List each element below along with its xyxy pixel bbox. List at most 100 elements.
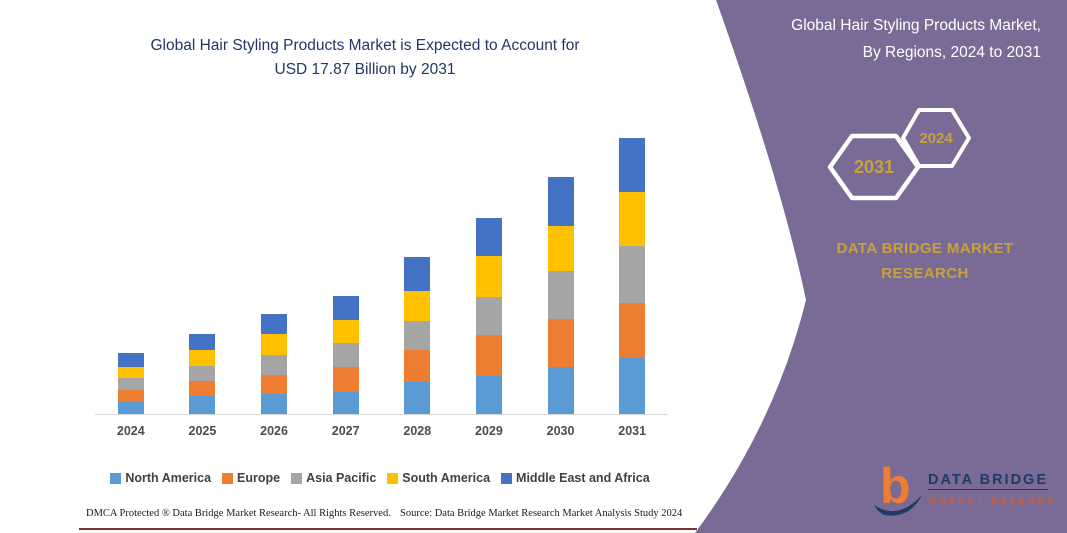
bar-segment-2031-asia-pacific [619, 246, 646, 304]
stacked-bar-2031 [619, 137, 646, 414]
bar-segment-2026-asia-pacific [261, 354, 288, 375]
x-tick-2024: 2024 [116, 424, 145, 438]
bar-segment-2024-south-america [117, 367, 144, 378]
stacked-bar-2030 [547, 176, 574, 414]
legend-label: North America [125, 471, 212, 485]
stacked-bar-2026 [261, 313, 288, 414]
x-tick-2028: 2028 [403, 424, 432, 438]
bar-segment-2028-south-america [404, 290, 431, 321]
side-panel-shape [695, 0, 1067, 533]
x-tick-2030: 2030 [546, 424, 575, 438]
chart-title-line2: USD 17.87 Billion by 2031 [274, 61, 456, 78]
bar-segment-2030-middle-east-and-africa [547, 176, 574, 227]
badge-year-2031: 2031 [854, 157, 894, 177]
brand-line2: RESEARCH [881, 265, 969, 282]
bar-segment-2024-north-america [117, 402, 144, 414]
x-axis-labels: 2024 2025 2026 2027 2028 2029 2030 2031 [95, 424, 668, 438]
bar-segment-2031-south-america [619, 192, 646, 247]
legend-label: Middle East and Africa [516, 471, 650, 485]
chart-title-line1: Global Hair Styling Products Market is E… [150, 37, 580, 54]
bar-segment-2028-north-america [404, 381, 431, 414]
stacked-bar-2024 [117, 353, 144, 414]
bar-segment-2025-south-america [189, 349, 216, 367]
bar-slot-2030 [525, 119, 597, 414]
bar-segment-2027-south-america [332, 319, 359, 344]
bar-segment-2027-asia-pacific [332, 343, 359, 367]
bar-segment-2030-north-america [547, 366, 574, 414]
dbmr-logo-mark: b [874, 458, 922, 516]
bar-segment-2026-middle-east-and-africa [261, 313, 288, 335]
bar-slot-2027 [310, 119, 382, 414]
bar-segment-2026-north-america [261, 393, 288, 414]
bar-segment-2026-south-america [261, 334, 288, 355]
bar-segment-2028-asia-pacific [404, 320, 431, 350]
logo-name-bottom: MARKET RESEARCH [929, 495, 1057, 505]
logo-name-top: DATA BRIDGE [928, 472, 1048, 488]
bar-segment-2025-north-america [189, 396, 216, 414]
bar-segment-2029-north-america [475, 376, 502, 414]
bar-segment-2030-south-america [547, 226, 574, 272]
legend-label: Asia Pacific [306, 471, 377, 485]
side-panel-title: Global Hair Styling Products Market, By … [711, 12, 1041, 66]
chart-title: Global Hair Styling Products Market is E… [60, 34, 670, 82]
bar-segment-2027-europe [332, 366, 359, 393]
hexagon-badge-2031: 2031 [827, 133, 921, 201]
bar-slot-2031 [596, 119, 668, 414]
bar-segment-2031-middle-east-and-africa [619, 137, 646, 193]
bar-segment-2029-asia-pacific [475, 296, 502, 335]
bar-slot-2024 [95, 119, 167, 414]
bar-segment-2027-middle-east-and-africa [332, 295, 359, 320]
legend-swatch [291, 472, 303, 484]
legend-item-north-america: North America [110, 471, 211, 485]
brand-line1: DATA BRIDGE MARKET [836, 240, 1014, 257]
x-tick-2031: 2031 [618, 424, 647, 438]
legend-item-asia-pacific: Asia Pacific [291, 471, 376, 485]
year-badges: 2024 2031 [827, 108, 971, 201]
bar-segment-2025-asia-pacific [189, 366, 216, 382]
bar-segment-2030-europe [547, 319, 574, 367]
stacked-bar-2025 [189, 334, 216, 414]
stacked-bar-2029 [475, 217, 502, 414]
bar-segment-2025-middle-east-and-africa [189, 334, 216, 350]
legend: North America Europe Asia Pacific South Ame… [80, 471, 680, 485]
x-tick-2025: 2025 [188, 424, 217, 438]
bar-segment-2030-asia-pacific [547, 271, 574, 320]
bar-segment-2024-middle-east-and-africa [117, 353, 144, 367]
bar-segment-2028-europe [404, 349, 431, 382]
legend-swatch [501, 472, 513, 484]
bottom-divider [79, 528, 697, 530]
legend-item-europe: Europe [222, 471, 280, 485]
bars-row [95, 119, 668, 414]
x-tick-2029: 2029 [475, 424, 503, 438]
bar-slot-2026 [238, 119, 310, 414]
bar-segment-2031-europe [619, 303, 646, 359]
legend-swatch [387, 472, 399, 484]
bar-segment-2031-north-america [619, 358, 646, 414]
bar-segment-2024-europe [117, 390, 144, 402]
bar-segment-2029-middle-east-and-africa [475, 217, 502, 256]
stacked-bar-2028 [404, 256, 431, 414]
bar-segment-2025-europe [189, 381, 216, 397]
legend-swatch [110, 472, 122, 484]
brand-wordmark: DATA BRIDGE MARKET RESEARCH [790, 236, 1060, 286]
footer-source-text: Source: Data Bridge Market Research Mark… [400, 508, 683, 519]
logo-divider [928, 489, 1048, 490]
bar-segment-2024-asia-pacific [117, 378, 144, 390]
footer-dmca-text: DMCA Protected ® Data Bridge Market Rese… [86, 508, 391, 519]
logo-swoosh [874, 495, 922, 516]
logo-b-glyph: b [880, 458, 911, 514]
dbmr-logo: b DATA BRIDGE MARKET RESEARCH [874, 458, 1057, 516]
side-panel-title-line1: Global Hair Styling Products Market, [791, 17, 1041, 34]
bar-segment-2026-europe [261, 374, 288, 394]
plot-area [95, 119, 668, 415]
legend-swatch [222, 472, 234, 484]
legend-item-south-america: South America [387, 471, 490, 485]
bar-slot-2025 [167, 119, 239, 414]
bar-segment-2029-europe [475, 334, 502, 377]
side-panel-title-line2: By Regions, 2024 to 2031 [862, 44, 1041, 61]
x-tick-2027: 2027 [331, 424, 360, 438]
bar-slot-2028 [382, 119, 454, 414]
bar-segment-2027-north-america [332, 392, 359, 414]
bar-segment-2029-south-america [475, 255, 502, 297]
